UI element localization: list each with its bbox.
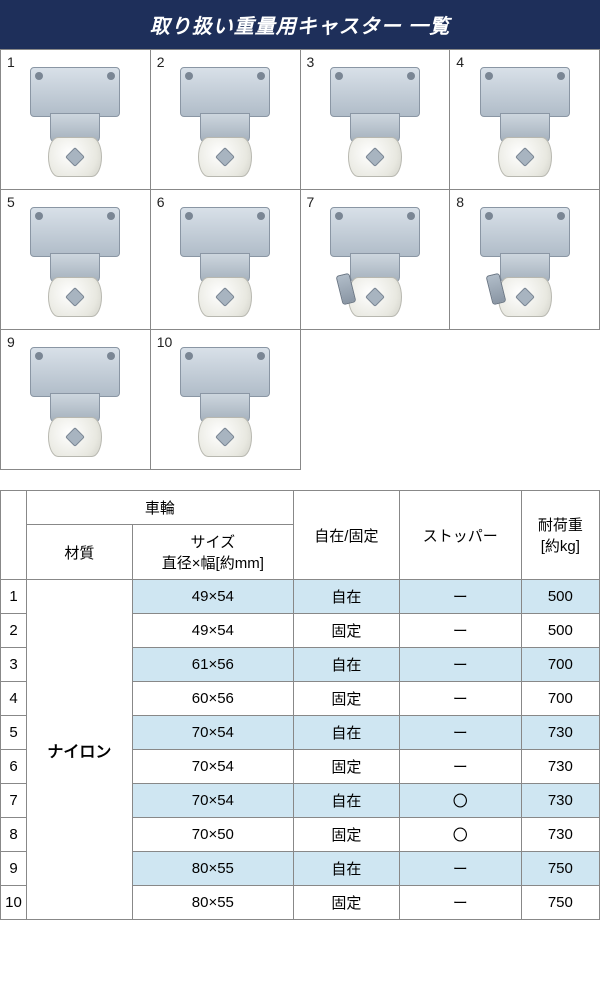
row-index: 3 <box>1 648 27 682</box>
product-cell: 9 <box>1 330 151 470</box>
col-index <box>1 491 27 580</box>
caster-icon <box>30 67 120 177</box>
product-number: 4 <box>456 54 464 70</box>
cell-size: 80×55 <box>132 852 293 886</box>
product-cell: 4 <box>450 50 600 190</box>
empty-cell <box>301 330 451 470</box>
row-index: 4 <box>1 682 27 716</box>
row-index: 2 <box>1 614 27 648</box>
cell-stopper: ー <box>399 886 521 920</box>
cell-size: 60×56 <box>132 682 293 716</box>
row-index: 10 <box>1 886 27 920</box>
product-number: 6 <box>157 194 165 210</box>
product-number: 7 <box>307 194 315 210</box>
product-cell: 8 <box>450 190 600 330</box>
cell-size: 80×55 <box>132 886 293 920</box>
cell-stopper: ー <box>399 750 521 784</box>
cell-load: 700 <box>521 648 599 682</box>
product-number: 2 <box>157 54 165 70</box>
empty-cell <box>450 330 600 470</box>
caster-icon <box>30 347 120 457</box>
caster-icon <box>330 67 420 177</box>
cell-stopper: ー <box>399 852 521 886</box>
product-cell: 2 <box>151 50 301 190</box>
col-load: 耐荷重 [約kg] <box>521 491 599 580</box>
cell-stopper: 〇 <box>399 784 521 818</box>
cell-type: 自在 <box>293 784 399 818</box>
col-material: 材質 <box>27 525 133 580</box>
cell-size: 70×54 <box>132 750 293 784</box>
cell-type: 固定 <box>293 886 399 920</box>
caster-icon <box>30 207 120 317</box>
cell-stopper: 〇 <box>399 818 521 852</box>
col-wheel-group: 車輪 <box>27 491 294 525</box>
caster-icon <box>480 67 570 177</box>
caster-icon <box>180 207 270 317</box>
cell-size: 70×54 <box>132 716 293 750</box>
cell-type: 自在 <box>293 580 399 614</box>
row-index: 7 <box>1 784 27 818</box>
cell-load: 750 <box>521 886 599 920</box>
page-title: 取り扱い重量用キャスター 一覧 <box>0 0 600 49</box>
caster-icon <box>480 207 570 317</box>
cell-stopper: ー <box>399 648 521 682</box>
cell-load: 730 <box>521 818 599 852</box>
cell-type: 自在 <box>293 716 399 750</box>
cell-type: 固定 <box>293 750 399 784</box>
product-grid: 1 2 3 4 5 6 7 8 9 10 <box>0 49 600 470</box>
caster-icon <box>180 67 270 177</box>
product-number: 1 <box>7 54 15 70</box>
cell-load: 730 <box>521 716 599 750</box>
row-index: 5 <box>1 716 27 750</box>
product-cell: 10 <box>151 330 301 470</box>
cell-type: 固定 <box>293 818 399 852</box>
product-number: 8 <box>456 194 464 210</box>
cell-load: 750 <box>521 852 599 886</box>
cell-load: 500 <box>521 580 599 614</box>
cell-load: 700 <box>521 682 599 716</box>
col-size: サイズ 直径×幅[約mm] <box>132 525 293 580</box>
cell-stopper: ー <box>399 580 521 614</box>
caster-icon <box>180 347 270 457</box>
col-swivel-fixed: 自在/固定 <box>293 491 399 580</box>
cell-load: 500 <box>521 614 599 648</box>
col-stopper: ストッパー <box>399 491 521 580</box>
cell-load: 730 <box>521 750 599 784</box>
product-number: 3 <box>307 54 315 70</box>
product-number: 10 <box>157 334 173 350</box>
table-row: 1ナイロン49×54自在ー500 <box>1 580 600 614</box>
cell-stopper: ー <box>399 716 521 750</box>
product-cell: 7 <box>301 190 451 330</box>
cell-size: 61×56 <box>132 648 293 682</box>
cell-size: 49×54 <box>132 580 293 614</box>
spec-table: 車輪 自在/固定 ストッパー 耐荷重 [約kg] 材質 サイズ 直径×幅[約mm… <box>0 490 600 920</box>
cell-size: 70×54 <box>132 784 293 818</box>
material-cell: ナイロン <box>27 580 133 920</box>
row-index: 6 <box>1 750 27 784</box>
product-number: 5 <box>7 194 15 210</box>
product-cell: 1 <box>1 50 151 190</box>
cell-type: 固定 <box>293 682 399 716</box>
cell-type: 固定 <box>293 614 399 648</box>
product-cell: 5 <box>1 190 151 330</box>
cell-type: 自在 <box>293 852 399 886</box>
cell-stopper: ー <box>399 682 521 716</box>
cell-stopper: ー <box>399 614 521 648</box>
cell-size: 70×50 <box>132 818 293 852</box>
cell-size: 49×54 <box>132 614 293 648</box>
cell-type: 自在 <box>293 648 399 682</box>
product-number: 9 <box>7 334 15 350</box>
cell-load: 730 <box>521 784 599 818</box>
row-index: 8 <box>1 818 27 852</box>
row-index: 1 <box>1 580 27 614</box>
product-cell: 3 <box>301 50 451 190</box>
caster-icon <box>330 207 420 317</box>
row-index: 9 <box>1 852 27 886</box>
product-cell: 6 <box>151 190 301 330</box>
